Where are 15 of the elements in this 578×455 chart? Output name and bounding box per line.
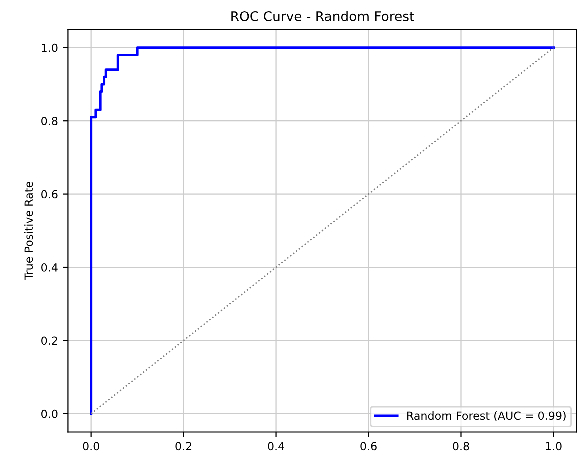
x-tick-label: 1.0 [546,442,562,451]
y-axis-title: True Positive Rate [24,182,34,280]
y-tick-label: 0.4 [42,263,58,272]
y-tick-label: 0.2 [42,336,58,346]
y-tick-label: 0.8 [42,117,58,126]
x-tick-label: 0.6 [360,442,377,451]
x-tick-label: 0.8 [453,442,470,451]
x-tick-label: 0.0 [83,442,100,451]
y-tick-label: 0.0 [42,410,58,418]
x-tick-label: 0.4 [268,442,284,451]
chart-title: ROC Curve - Random Forest [232,11,414,22]
x-tick-label: 0.2 [176,442,192,451]
y-tick-label: 0.6 [42,190,58,199]
legend-label: Random Forest (AUC = 0.99) [408,411,566,422]
y-tick-label: 1.0 [42,44,58,52]
